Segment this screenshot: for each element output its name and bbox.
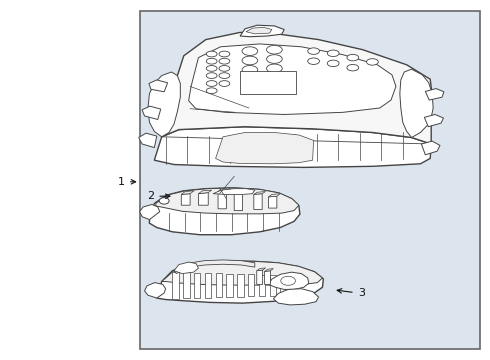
Polygon shape xyxy=(216,273,222,297)
Polygon shape xyxy=(257,268,266,271)
Ellipse shape xyxy=(267,45,282,54)
Polygon shape xyxy=(270,275,276,296)
Polygon shape xyxy=(149,188,300,235)
Ellipse shape xyxy=(219,81,230,86)
Ellipse shape xyxy=(281,276,295,285)
Polygon shape xyxy=(259,275,265,296)
Ellipse shape xyxy=(206,81,217,86)
Polygon shape xyxy=(400,69,433,138)
Polygon shape xyxy=(139,133,157,148)
Polygon shape xyxy=(269,194,280,197)
Ellipse shape xyxy=(219,73,230,78)
Polygon shape xyxy=(213,189,255,194)
Polygon shape xyxy=(273,289,318,305)
Ellipse shape xyxy=(206,58,217,64)
Ellipse shape xyxy=(242,47,258,55)
Polygon shape xyxy=(280,275,287,295)
Ellipse shape xyxy=(242,66,258,74)
Text: 2: 2 xyxy=(147,191,170,201)
Polygon shape xyxy=(183,272,190,298)
Polygon shape xyxy=(148,72,180,137)
Ellipse shape xyxy=(219,51,230,57)
Text: 1: 1 xyxy=(118,177,136,187)
Polygon shape xyxy=(149,80,168,92)
Ellipse shape xyxy=(327,60,339,67)
Polygon shape xyxy=(181,191,194,194)
Polygon shape xyxy=(194,273,200,298)
Polygon shape xyxy=(234,191,243,211)
Ellipse shape xyxy=(206,51,217,57)
Polygon shape xyxy=(162,32,432,144)
Polygon shape xyxy=(226,274,233,297)
Ellipse shape xyxy=(206,73,217,78)
Polygon shape xyxy=(421,141,440,155)
Polygon shape xyxy=(189,44,396,114)
Polygon shape xyxy=(218,191,226,209)
Polygon shape xyxy=(157,261,323,303)
Ellipse shape xyxy=(327,50,339,57)
Bar xyxy=(240,71,296,94)
Ellipse shape xyxy=(219,66,230,71)
Polygon shape xyxy=(257,270,263,284)
Ellipse shape xyxy=(308,48,319,54)
Polygon shape xyxy=(145,283,166,298)
Polygon shape xyxy=(142,106,161,120)
Polygon shape xyxy=(265,271,270,284)
Polygon shape xyxy=(265,269,273,271)
Polygon shape xyxy=(198,190,212,194)
Polygon shape xyxy=(424,114,443,127)
Ellipse shape xyxy=(267,64,282,73)
Polygon shape xyxy=(269,196,277,208)
Ellipse shape xyxy=(267,55,282,63)
Polygon shape xyxy=(154,127,431,167)
Polygon shape xyxy=(237,274,244,297)
Polygon shape xyxy=(246,27,272,34)
Polygon shape xyxy=(425,89,444,100)
Polygon shape xyxy=(216,132,314,164)
Polygon shape xyxy=(218,188,230,192)
Polygon shape xyxy=(240,25,284,37)
Polygon shape xyxy=(181,194,190,205)
Ellipse shape xyxy=(159,198,169,204)
FancyBboxPatch shape xyxy=(140,11,480,349)
Polygon shape xyxy=(234,189,246,192)
Ellipse shape xyxy=(308,58,319,64)
Text: 3: 3 xyxy=(337,288,365,298)
Polygon shape xyxy=(198,193,208,205)
Polygon shape xyxy=(205,273,211,298)
Polygon shape xyxy=(172,272,179,299)
Ellipse shape xyxy=(347,64,359,71)
Ellipse shape xyxy=(242,56,258,65)
Polygon shape xyxy=(140,204,160,220)
Polygon shape xyxy=(269,272,309,289)
Polygon shape xyxy=(156,188,299,214)
Polygon shape xyxy=(174,260,255,274)
Polygon shape xyxy=(174,262,198,274)
Ellipse shape xyxy=(219,58,230,64)
Polygon shape xyxy=(248,274,254,296)
Ellipse shape xyxy=(367,59,378,65)
Ellipse shape xyxy=(206,66,217,71)
Ellipse shape xyxy=(347,54,359,61)
Polygon shape xyxy=(254,194,262,210)
Polygon shape xyxy=(162,261,322,285)
Polygon shape xyxy=(254,192,266,194)
Ellipse shape xyxy=(206,88,217,94)
